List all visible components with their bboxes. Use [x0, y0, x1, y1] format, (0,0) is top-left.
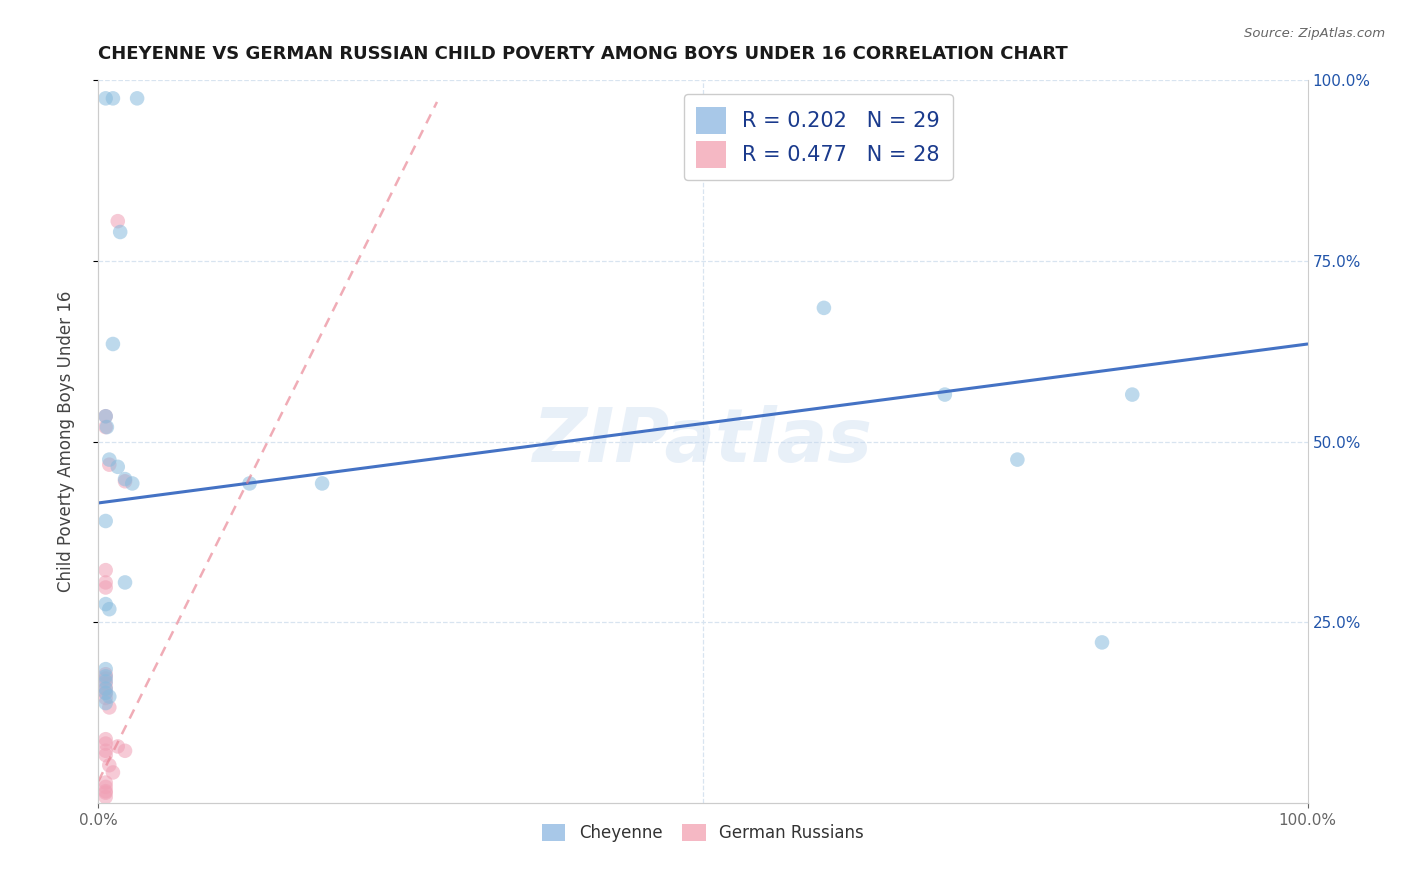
Point: [96, 420, 118, 434]
Point: [94, 696, 117, 710]
Point: [98, 458, 121, 472]
Point: [94, 676, 117, 690]
Point: [1007, 452, 1029, 467]
Point: [94, 686, 117, 700]
Point: [98, 690, 121, 704]
Point: [94, 597, 117, 611]
Point: [101, 337, 124, 351]
Point: [107, 214, 129, 228]
Point: [94, 575, 117, 590]
Point: [98, 602, 121, 616]
Point: [114, 475, 136, 489]
Point: [98, 452, 121, 467]
Point: [94, 409, 117, 424]
Point: [94, 514, 117, 528]
Point: [94, 672, 117, 686]
Point: [94, 667, 117, 681]
Point: [121, 476, 143, 491]
Point: [94, 662, 117, 676]
Point: [94, 581, 117, 595]
Point: [94, 420, 117, 434]
Point: [94, 775, 117, 789]
Point: [98, 758, 121, 772]
Point: [101, 765, 124, 780]
Text: CHEYENNE VS GERMAN RUSSIAN CHILD POVERTY AMONG BOYS UNDER 16 CORRELATION CHART: CHEYENNE VS GERMAN RUSSIAN CHILD POVERTY…: [98, 45, 1069, 63]
Point: [94, 732, 117, 747]
Point: [94, 691, 117, 706]
Text: Source: ZipAtlas.com: Source: ZipAtlas.com: [1244, 27, 1385, 40]
Point: [114, 472, 136, 486]
Point: [94, 780, 117, 794]
Point: [94, 784, 117, 798]
Point: [94, 686, 117, 700]
Point: [107, 739, 129, 754]
Point: [94, 748, 117, 763]
Point: [94, 786, 117, 800]
Y-axis label: Child Poverty Among Boys Under 16: Child Poverty Among Boys Under 16: [56, 291, 75, 592]
Point: [114, 744, 136, 758]
Point: [94, 681, 117, 696]
Point: [311, 476, 333, 491]
Point: [94, 669, 117, 683]
Point: [94, 91, 117, 105]
Point: [101, 91, 124, 105]
Point: [94, 790, 117, 805]
Point: [1091, 635, 1114, 649]
Point: [934, 387, 956, 401]
Point: [94, 674, 117, 689]
Point: [98, 700, 121, 714]
Point: [127, 91, 149, 105]
Point: [239, 476, 262, 491]
Text: ZIPatlas: ZIPatlas: [533, 405, 873, 478]
Point: [94, 681, 117, 696]
Point: [813, 301, 835, 315]
Legend: Cheyenne, German Russians: Cheyenne, German Russians: [536, 817, 870, 848]
Point: [94, 737, 117, 751]
Point: [94, 409, 117, 424]
Point: [108, 225, 131, 239]
Point: [94, 744, 117, 758]
Point: [114, 575, 136, 590]
Point: [94, 563, 117, 577]
Point: [1121, 387, 1143, 401]
Point: [107, 459, 129, 474]
